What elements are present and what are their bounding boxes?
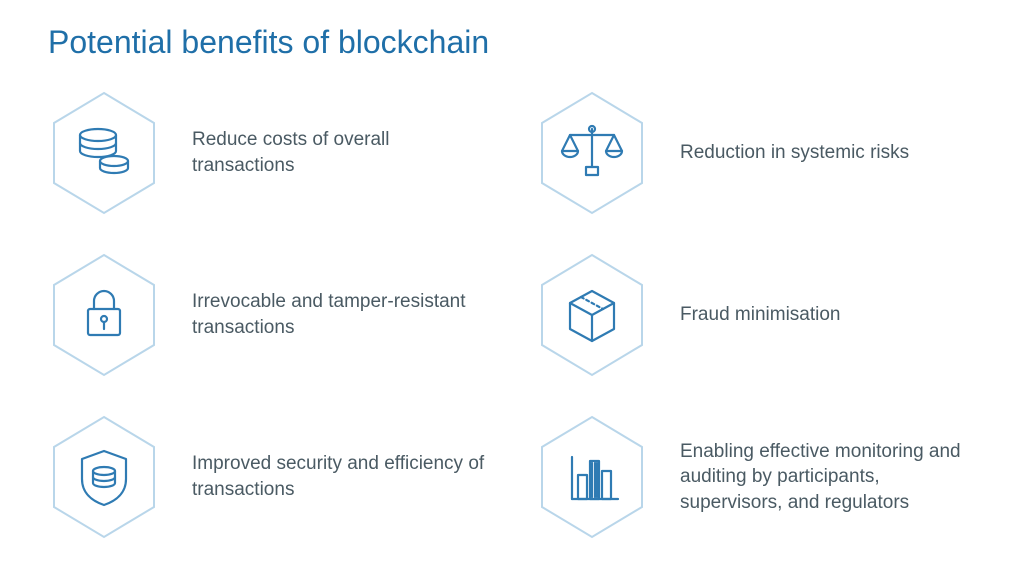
benefit-label: Irrevocable and tamper-resistant transac… bbox=[192, 289, 492, 340]
hex-badge bbox=[536, 413, 648, 541]
benefit-label: Fraud minimisation bbox=[680, 302, 841, 328]
lock-icon bbox=[88, 291, 120, 335]
shield-coins-icon bbox=[82, 451, 126, 505]
benefit-item: Reduction in systemic risks bbox=[536, 89, 984, 217]
benefit-label: Enabling effective monitoring and auditi… bbox=[680, 439, 980, 516]
infographic: Potential benefits of blockchain Reduce … bbox=[0, 0, 1024, 565]
benefit-item: Irrevocable and tamper-resistant transac… bbox=[48, 251, 496, 379]
hex-badge bbox=[536, 89, 648, 217]
benefit-label: Improved security and efficiency of tran… bbox=[192, 451, 492, 502]
scales-icon bbox=[562, 126, 622, 175]
box-icon bbox=[570, 291, 614, 341]
hex-badge bbox=[48, 413, 160, 541]
benefit-item: Enabling effective monitoring and auditi… bbox=[536, 413, 984, 541]
hex-badge bbox=[536, 251, 648, 379]
benefit-label: Reduction in systemic risks bbox=[680, 140, 909, 166]
benefit-label: Reduce costs of overall transactions bbox=[192, 127, 492, 178]
benefit-item: Reduce costs of overall transactions bbox=[48, 89, 496, 217]
benefits-grid: Reduce costs of overall transactions bbox=[48, 89, 984, 541]
benefit-item: Improved security and efficiency of tran… bbox=[48, 413, 496, 541]
chart-icon bbox=[572, 457, 618, 499]
coins-icon bbox=[80, 129, 128, 173]
hex-badge bbox=[48, 251, 160, 379]
benefit-item: Fraud minimisation bbox=[536, 251, 984, 379]
hex-badge bbox=[48, 89, 160, 217]
page-title: Potential benefits of blockchain bbox=[48, 24, 984, 61]
